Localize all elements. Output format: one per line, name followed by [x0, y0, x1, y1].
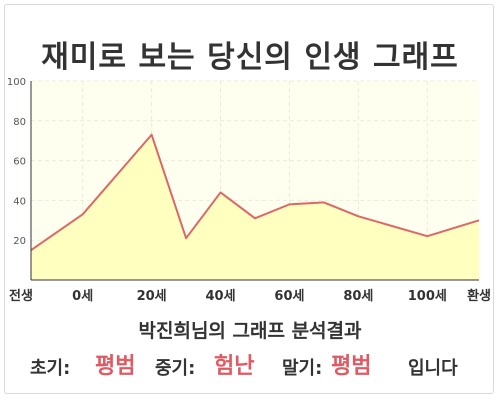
early-label: 초기:: [30, 358, 71, 379]
x-tick-label: 20세: [137, 289, 167, 304]
x-tick-label: 80세: [343, 289, 373, 304]
late-value: 평범: [331, 354, 372, 379]
analysis-result: 초기: 평범 중기: 험난 말기: 평범 입니다: [0, 346, 500, 379]
middle-value: 험난: [214, 354, 255, 379]
result-suffix: 입니다: [408, 358, 458, 379]
x-tick-label: 환생: [467, 288, 491, 304]
series-line: [30, 133, 480, 251]
y-tick-label: 100: [7, 77, 26, 88]
page-title: 재미로 보는 당신의 인생 그래프: [41, 40, 459, 75]
x-tick-label: 100세: [408, 289, 447, 304]
x-tick-label: 60세: [274, 289, 304, 304]
y-tick-label: 80: [13, 117, 26, 128]
y-tick-label: 60: [13, 157, 26, 168]
late-label: 말기:: [282, 358, 323, 379]
x-tick-label: 40세: [206, 289, 236, 304]
y-tick-label: 20: [13, 236, 26, 247]
early-value: 평범: [95, 354, 136, 379]
area-fill: [31, 134, 479, 280]
chart-frame: [4, 4, 494, 394]
x-tick-label: 전생: [9, 288, 33, 304]
middle-label: 중기:: [155, 358, 196, 379]
x-tick-label: 0세: [72, 289, 93, 304]
analysis-summary: 박진희님의 그래프 분석결과: [138, 320, 362, 342]
y-tick-label: 40: [13, 196, 26, 207]
